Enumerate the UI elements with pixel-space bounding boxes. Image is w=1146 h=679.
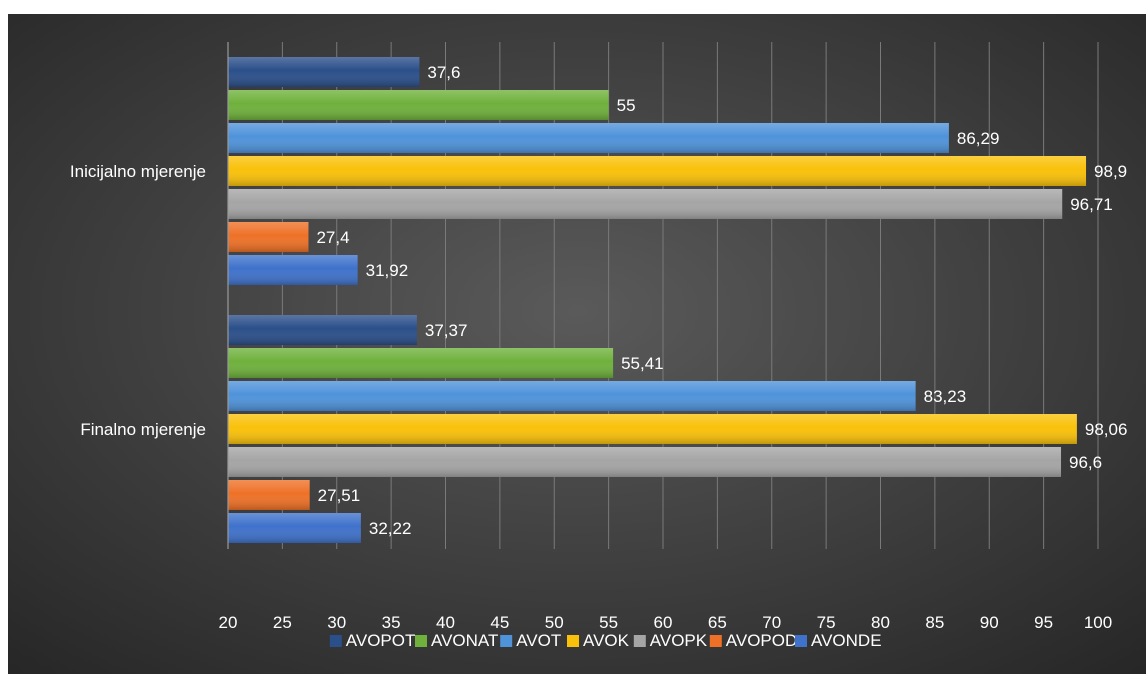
legend-swatch [795,635,807,647]
data-label: 55,41 [621,354,664,373]
x-tick-label: 20 [219,613,238,632]
data-label: 98,06 [1085,420,1128,439]
legend-label: AVONAT [431,631,498,650]
data-label: 83,23 [924,387,967,406]
x-tick-label: 35 [382,613,401,632]
horizontal-bar-chart: 37,6 55 86,29 98,9 96,71 27,4 31,92 37,37 55,41 8… [8,14,1146,674]
data-label: 55 [617,96,636,115]
bar-shading [228,189,1063,219]
legend: AVOPOT AVONAT AVOT AVOK AVOPK AVOPOD AVONDE [329,631,882,650]
chart-container: 37,6 55 86,29 98,9 96,71 27,4 31,92 37,37 55,41 8… [8,14,1146,674]
x-tick-label: 25 [273,613,292,632]
data-label: 27,51 [318,486,361,505]
category-label: Inicijalno mjerenje [70,162,206,181]
legend-swatch [500,635,513,647]
x-tick-label: 30 [327,613,346,632]
data-label: 96,71 [1070,195,1113,214]
x-tick-label: 95 [1034,613,1053,632]
x-tick-label: 50 [545,613,564,632]
legend-label: AVOPOT [346,631,416,650]
legend-swatch [567,635,579,647]
data-label: 86,29 [957,129,1000,148]
legend-swatch [329,635,342,647]
x-tick-label: 70 [762,613,781,632]
data-label: 37,6 [427,63,460,82]
bar-shading [228,381,916,411]
x-tick-label: 85 [925,613,944,632]
legend-item-avonde: AVONDE [795,631,882,650]
bar-shading [228,447,1062,477]
bar-shading [228,513,361,543]
bars [228,57,1087,543]
legend-item-avopod: AVOPOD [709,631,797,650]
bar-shading [228,315,417,345]
data-label: 37,37 [425,321,468,340]
bar-shading [228,57,420,87]
bar-shading [228,414,1077,444]
legend-item-avot: AVOT [500,631,561,650]
data-label: 98,9 [1094,162,1127,181]
x-tick-label: 45 [490,613,509,632]
x-tick-label: 40 [436,613,455,632]
legend-swatch [633,635,646,647]
x-tick-label: 75 [817,613,836,632]
legend-item-avonat: AVONAT [415,631,498,650]
x-tick-label: 90 [980,613,999,632]
x-tick-label: 55 [599,613,618,632]
legend-label: AVOPOD [726,631,797,650]
x-tick-label: 80 [871,613,890,632]
data-labels: 37,6 55 86,29 98,9 96,71 27,4 31,92 37,37 55,41 8… [316,63,1127,538]
legend-label: AVOK [583,631,630,650]
x-tick-label: 60 [654,613,673,632]
bar-shading [228,222,309,252]
legend-swatch [415,635,427,647]
x-tick-label: 65 [708,613,727,632]
bar-shading [228,90,609,120]
bar-shading [228,480,310,510]
x-tick-label: 100 [1084,613,1112,632]
legend-item-avopk: AVOPK [633,631,708,650]
x-axis: 20 25 30 35 40 45 50 55 60 65 70 75 80 85 90 95 100 [219,42,1112,632]
data-label: 96,6 [1069,453,1102,472]
category-label: Finalno mjerenje [80,420,206,439]
data-label: 31,92 [366,261,409,280]
legend-label: AVONDE [811,631,882,650]
bar-shading [228,156,1087,186]
data-label: 32,22 [369,519,412,538]
legend-item-avopot: AVOPOT [329,631,416,650]
legend-swatch [709,635,722,647]
legend-label: AVOPK [650,631,708,650]
bar-shading [228,123,949,153]
legend-item-avok: AVOK [567,631,630,650]
category-labels: Inicijalno mjerenje Finalno mjerenje [70,162,206,439]
legend-label: AVOT [516,631,561,650]
bar-shading [228,348,614,378]
bar-shading [228,255,358,285]
data-label: 27,4 [316,228,349,247]
